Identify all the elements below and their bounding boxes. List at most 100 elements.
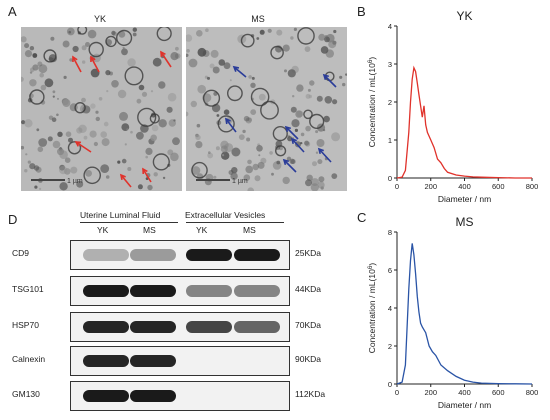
particle — [269, 151, 273, 155]
particle — [95, 116, 101, 122]
arrow-head — [72, 55, 78, 63]
particle — [186, 53, 189, 57]
arrow — [160, 51, 172, 68]
particle — [136, 131, 144, 140]
blot-band — [130, 390, 176, 402]
particle — [25, 153, 28, 156]
panel-c-letter: C — [357, 210, 367, 225]
blot-band — [130, 355, 176, 367]
y-tick-label: 0 — [388, 174, 392, 183]
particle — [81, 45, 87, 51]
blot-kda-label: 25KDa — [295, 248, 321, 258]
particle — [118, 31, 126, 38]
particle — [121, 158, 127, 164]
arrow — [225, 118, 237, 133]
particle — [127, 58, 136, 67]
particle — [307, 88, 311, 92]
blot-strip — [70, 312, 290, 342]
vesicle — [250, 87, 270, 107]
particle — [78, 124, 87, 133]
vesicle — [67, 141, 82, 155]
particle — [76, 180, 84, 188]
particle — [136, 98, 142, 104]
particle — [215, 146, 220, 151]
particle — [213, 175, 217, 179]
particle — [127, 167, 132, 171]
particle — [309, 80, 315, 86]
particle — [70, 166, 78, 174]
particle — [111, 30, 116, 36]
blot-band — [83, 321, 129, 333]
vesicle — [303, 109, 313, 120]
particle — [318, 176, 325, 183]
particle — [59, 164, 65, 171]
particle — [212, 66, 220, 74]
particle — [100, 131, 107, 138]
vesicle — [309, 113, 325, 130]
particle — [76, 127, 83, 134]
arrow-head — [90, 55, 96, 63]
particle — [230, 172, 238, 180]
scale-label-ms: 1 µm — [232, 178, 248, 185]
particle — [332, 40, 337, 45]
particle — [121, 48, 128, 56]
blot-row-label: HSP70 — [12, 320, 39, 330]
chart-title: MS — [456, 215, 474, 229]
particle — [315, 151, 319, 154]
blot-band — [186, 285, 232, 297]
arrow — [291, 138, 305, 153]
particle — [282, 44, 290, 52]
blot-band — [83, 249, 129, 261]
particle — [170, 52, 179, 61]
particle — [103, 121, 109, 127]
particle — [38, 138, 48, 147]
particle — [29, 46, 35, 51]
particle — [324, 36, 330, 43]
particle — [247, 159, 252, 165]
particle — [138, 84, 145, 91]
particle — [52, 140, 61, 149]
particle — [59, 166, 68, 175]
arrow — [142, 168, 152, 183]
particle — [24, 43, 30, 49]
arrow — [90, 56, 100, 73]
blot-strip — [70, 381, 290, 411]
vesicle — [270, 45, 284, 60]
particle — [296, 84, 304, 92]
blot-kda-label: 44KDa — [295, 284, 321, 294]
particle — [62, 99, 71, 107]
particle — [173, 119, 176, 122]
particle — [52, 90, 56, 94]
particle — [89, 130, 97, 138]
particle — [65, 131, 72, 137]
vesicle — [156, 27, 172, 42]
particle — [24, 169, 28, 173]
x-tick-label: 200 — [424, 182, 437, 191]
particle — [57, 97, 59, 100]
vesicle — [191, 161, 208, 179]
x-axis-label: Diameter / nm — [438, 194, 491, 204]
particle — [317, 181, 325, 189]
particle — [40, 84, 47, 91]
particle — [105, 175, 110, 179]
particle — [64, 157, 71, 163]
vesicle — [88, 41, 104, 58]
arrow-head — [232, 65, 240, 72]
particle — [21, 145, 25, 150]
arrow-head — [74, 141, 82, 147]
particle — [147, 184, 153, 191]
blot-band — [186, 249, 232, 261]
x-tick-label: 200 — [424, 388, 437, 397]
particle — [196, 30, 203, 37]
particle — [87, 29, 97, 39]
particle — [139, 131, 143, 134]
particle — [93, 141, 98, 147]
particle — [111, 80, 119, 88]
vesicle — [137, 107, 157, 127]
y-tick-label: 8 — [388, 228, 392, 237]
particle — [186, 34, 193, 42]
blot-strip — [70, 346, 290, 376]
particle — [44, 78, 54, 88]
particle — [208, 151, 211, 154]
em-title-ms: MS — [251, 14, 265, 24]
